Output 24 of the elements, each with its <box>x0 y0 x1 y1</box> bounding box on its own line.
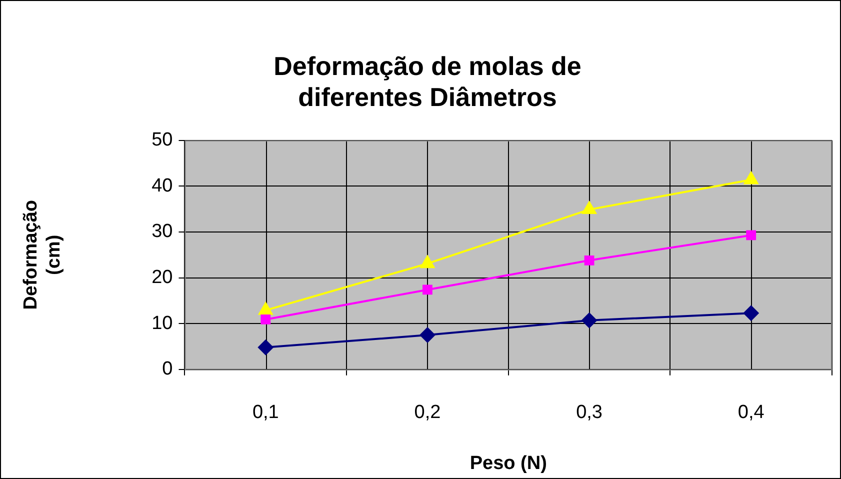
point <box>581 200 598 214</box>
point <box>743 305 760 322</box>
y-tick-label: 10 <box>152 312 173 334</box>
y-axis-title: Deformação (cm) <box>20 200 64 310</box>
y-tick-label: 0 <box>162 358 173 380</box>
point <box>743 170 759 184</box>
x-tick-label: 0,1 <box>252 402 279 424</box>
point <box>258 339 274 356</box>
y-tick-label: 50 <box>152 130 173 151</box>
point <box>420 254 436 268</box>
point <box>419 327 436 344</box>
y-tick-label: 40 <box>152 175 173 196</box>
point <box>422 284 432 295</box>
point <box>260 314 271 324</box>
x-axis-title: Peso (N) <box>470 452 547 474</box>
y-tick-label: 30 <box>152 221 173 242</box>
point <box>581 312 598 328</box>
chart-title: Deformação de molas de diferentes Diâmetros <box>274 50 582 112</box>
x-tick-label: 0,3 <box>576 402 602 424</box>
point <box>746 230 756 240</box>
x-tick-label: 0,4 <box>738 402 765 424</box>
y-tick-label: 20 <box>152 267 173 288</box>
x-tick-label: 0,2 <box>414 402 441 424</box>
point <box>584 255 594 266</box>
